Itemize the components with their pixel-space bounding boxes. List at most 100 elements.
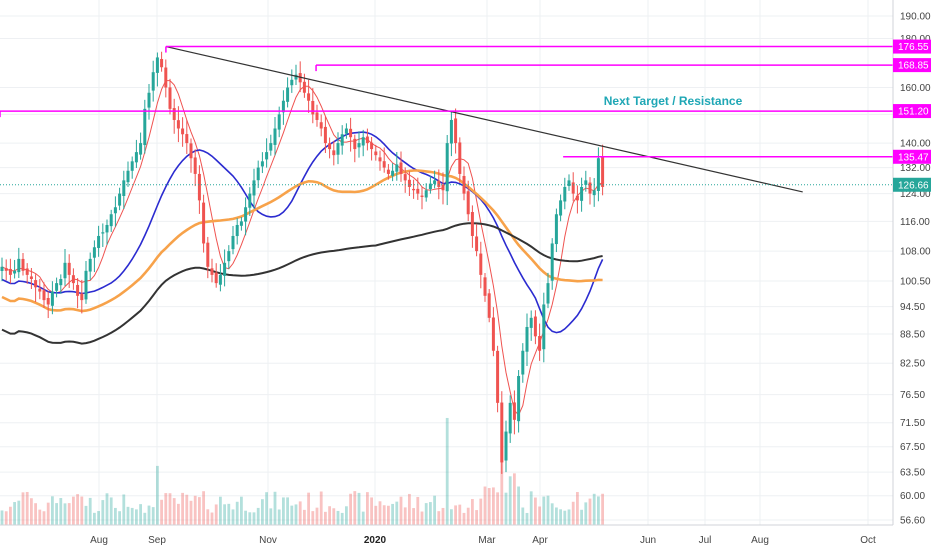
candle-body [109,214,113,227]
volume-bar [584,502,588,525]
volume-bar [399,496,403,525]
candle-body [328,143,332,150]
volume-bar [550,503,554,525]
candle-body [269,143,273,151]
volume-bar [580,509,583,525]
candle-body [80,293,84,301]
moving-averages [1,80,604,417]
volume-bar [0,510,4,525]
volume-bar [227,503,231,525]
candle-body [244,207,248,222]
candle-body [575,195,579,201]
ma-200-line [1,222,603,345]
volume-bar [437,511,441,525]
candle-body [286,87,290,102]
volume-bar [475,510,478,525]
volume-bar [340,512,344,525]
x-tick-label: Jun [640,535,656,546]
volume-bar [151,507,155,525]
candle-body [294,74,298,80]
volume-bar [336,510,340,525]
candle-body [181,128,185,135]
candle-body [42,290,46,301]
resistance-label: 168.85 [898,61,929,72]
candle-body [172,108,176,120]
candle-body [479,253,483,275]
volume-bar [592,493,596,525]
candle-body [496,350,500,403]
volume-bar [282,497,285,525]
volume-bar [101,500,105,525]
y-tick-label: 76.50 [900,390,925,401]
candle-body [588,182,592,194]
candle-body [340,134,344,146]
candle-body [273,128,277,145]
candle-body [151,72,155,91]
candle-body [475,236,479,252]
candle-body [319,122,323,129]
volume-bar [412,508,415,525]
candle-body [76,284,80,296]
candle-body [512,402,516,420]
candle-body [4,268,8,271]
candle-body [386,169,390,174]
candle-body [428,183,432,190]
y-tick-label: 94.50 [900,302,925,313]
volume-bar [382,505,386,525]
candle-body [88,258,92,272]
volume-bar [504,492,508,525]
volume-bar [319,491,323,525]
volume-bar [235,501,239,525]
y-tick-label: 67.50 [900,442,925,453]
x-tick-label: 2020 [364,535,387,546]
candle-body [416,188,420,194]
volume-bar [189,500,193,525]
candle-body [97,235,101,248]
candle-body [147,92,151,108]
volume-bar [462,512,466,525]
volume-bar [416,496,420,525]
volume-bar [370,497,373,525]
volume-bar [450,509,453,525]
volume-bar [46,502,50,525]
candle-body [265,152,269,160]
volume-bar [563,510,567,525]
y-tick-label: 108.00 [900,247,931,258]
volume-bar [51,496,54,525]
volume-bar [181,492,184,525]
volume-bar [248,512,252,525]
volume-bar [59,498,63,525]
candle-body [487,293,491,318]
volume-bar [25,491,29,525]
candle-body [185,134,189,144]
candle-body [50,291,54,306]
volume-bar [542,496,546,525]
candle-body [139,143,143,155]
candle-body [160,58,164,68]
candle-body [542,304,546,350]
volume-bar [156,465,159,525]
volume-bar [214,504,218,525]
candle-body [17,258,21,273]
volume-bar [277,509,281,525]
volume-bar [345,506,348,525]
volume-bar [429,502,432,525]
candle-body [571,182,575,194]
volume-bar [193,495,197,525]
candle-body [580,186,584,201]
volume-bar [84,505,88,525]
volume-bar [80,496,84,525]
last-price-label: 126.66 [898,180,929,191]
volume-bar [130,507,134,525]
volume-bar [332,508,336,525]
candle-body [231,235,235,250]
volume-bar [109,497,113,525]
candle-body [374,151,378,156]
volume-bar [466,507,470,525]
candle-body [210,268,214,275]
candle-body [281,100,285,113]
volume-bar [244,510,247,525]
resistance-tag [893,104,931,119]
volume-bar [118,511,121,525]
